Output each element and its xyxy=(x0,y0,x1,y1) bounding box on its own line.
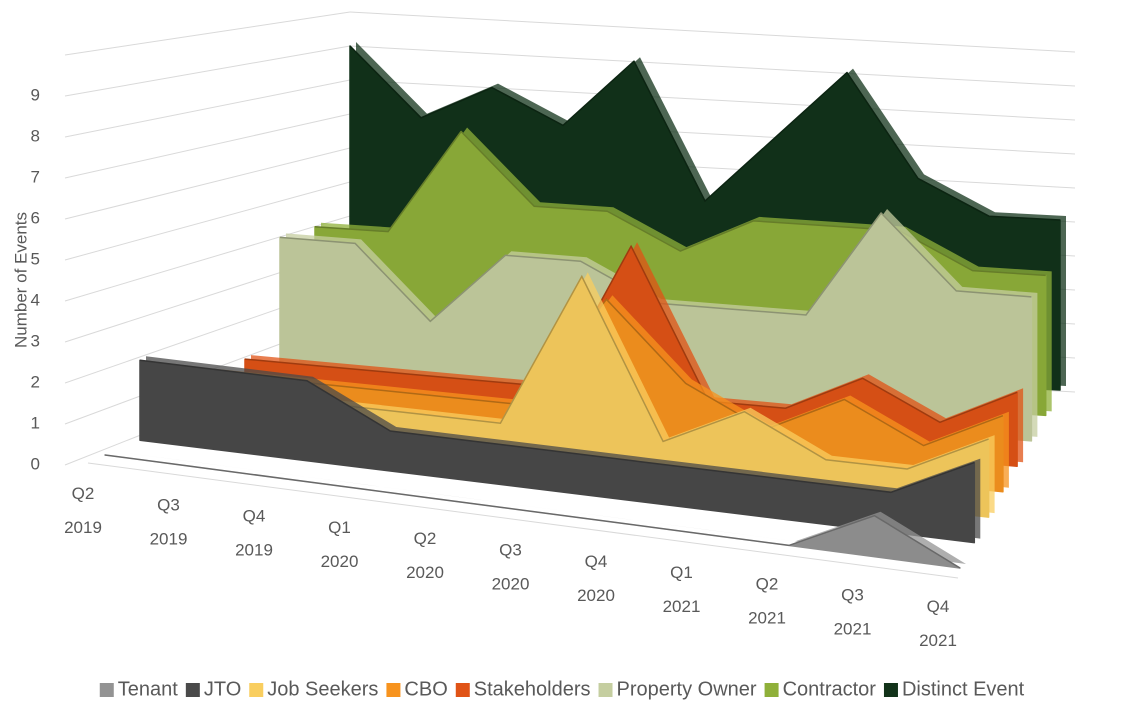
y-tick-label: 0 xyxy=(31,454,40,473)
legend-swatch xyxy=(764,683,779,697)
legend-label: Stakeholders xyxy=(474,678,591,700)
legend-label: Distinct Event xyxy=(902,678,1025,700)
x-tick-label: Q3 2019 xyxy=(150,496,188,549)
area xyxy=(104,454,961,569)
grid-line xyxy=(64,113,351,179)
legend-swatch xyxy=(455,683,470,697)
y-tick-label: 5 xyxy=(31,249,40,268)
area-depth xyxy=(111,451,966,564)
grid-line xyxy=(64,11,351,56)
x-tick-label: Q3 2020 xyxy=(492,541,530,594)
y-tick-label: 9 xyxy=(31,85,40,104)
legend-swatch xyxy=(99,683,114,697)
legend-swatch xyxy=(883,683,898,697)
y-tick-label: 4 xyxy=(31,290,40,309)
x-tick-label: Q4 2019 xyxy=(235,507,273,560)
x-tick-label: Q1 2021 xyxy=(663,564,701,617)
y-tick-label: 1 xyxy=(31,413,40,432)
grid-line xyxy=(64,147,351,220)
area-edge xyxy=(244,244,1018,424)
x-tick-label: Q2 2019 xyxy=(64,484,102,537)
y-tick-label: 8 xyxy=(31,126,40,145)
legend-swatch xyxy=(386,683,401,697)
x-tick-label: Q4 2021 xyxy=(919,597,957,650)
area-edge xyxy=(139,359,975,494)
legend-label: Contractor xyxy=(783,678,877,700)
area xyxy=(139,359,976,544)
y-tick-label: 7 xyxy=(31,167,40,186)
grid-line xyxy=(64,45,351,97)
legend-swatch xyxy=(598,683,613,697)
grid-line xyxy=(349,79,1076,121)
area-edge xyxy=(104,454,961,569)
area-edge xyxy=(314,130,1046,277)
legend-swatch xyxy=(185,683,200,697)
x-tick-label: Q3 2021 xyxy=(834,586,872,639)
x-tick-label: Q2 2021 xyxy=(748,575,786,628)
x-tick-label: Q2 2020 xyxy=(406,530,444,583)
y-tick-label: 6 xyxy=(31,208,40,227)
legend-label: Tenant xyxy=(118,678,178,700)
legend-label: CBO xyxy=(404,678,447,700)
legend-swatch xyxy=(249,683,264,697)
area-edge xyxy=(349,45,1061,221)
grid-line xyxy=(64,215,351,302)
area-edge xyxy=(209,298,1004,447)
legend-label: Job Seekers xyxy=(267,678,378,700)
x-tick-label: Q4 2020 xyxy=(577,552,615,605)
y-tick-label: 2 xyxy=(31,372,40,391)
legend: Tenant JTO Job Seekers CBO Stakeholders Prope… xyxy=(99,678,1025,700)
grid-line xyxy=(64,79,351,138)
x-axis-line xyxy=(87,462,959,579)
y-axis-label: Number of Events xyxy=(11,212,30,348)
grid-line xyxy=(349,45,1076,87)
legend-label: JTO xyxy=(204,678,241,700)
x-tick-label: Q1 2020 xyxy=(321,518,359,571)
y-tick-label: 3 xyxy=(31,331,40,350)
grid-line xyxy=(349,11,1076,53)
legend-label: Property Owner xyxy=(617,678,757,700)
grid-line xyxy=(64,181,351,261)
